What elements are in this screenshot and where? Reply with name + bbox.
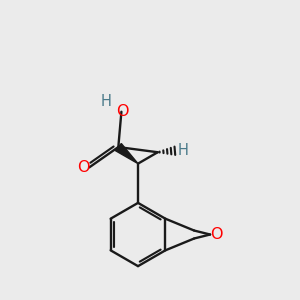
Polygon shape bbox=[115, 143, 138, 164]
Text: H: H bbox=[178, 143, 189, 158]
Text: H: H bbox=[101, 94, 112, 110]
Text: O: O bbox=[210, 227, 223, 242]
Text: O: O bbox=[78, 160, 90, 175]
Text: O: O bbox=[116, 104, 129, 119]
